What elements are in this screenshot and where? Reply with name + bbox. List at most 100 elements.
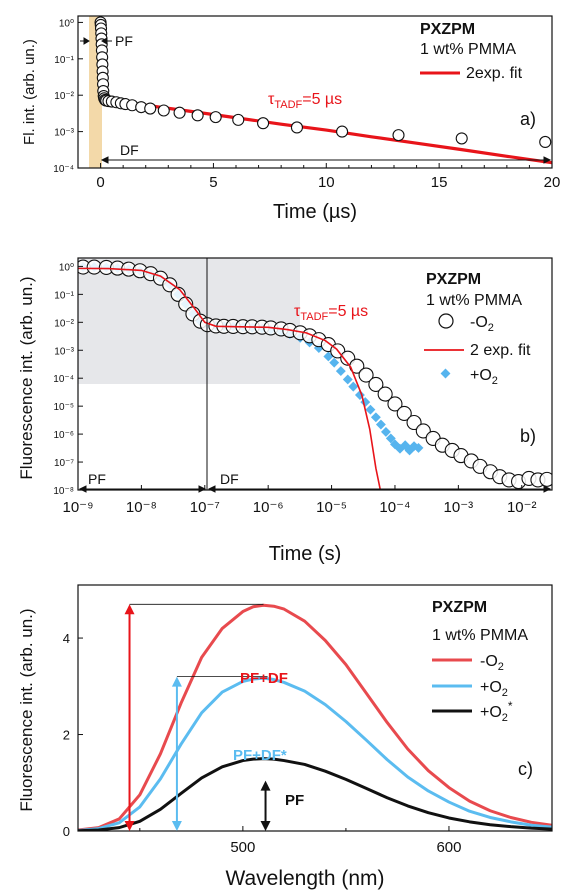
data-point-plus-o2: [335, 366, 346, 377]
data-point-minus-o2: [377, 386, 393, 402]
y-tick-label: 10⁻⁷: [54, 458, 74, 469]
x-tick-label: 10⁻⁴: [379, 499, 410, 516]
data-point-plus-o2: [348, 381, 359, 392]
arrow-pf-head-bottom: [260, 821, 271, 831]
x-axis-label: Wavelength (nm): [225, 867, 384, 890]
y-tick-label: 10⁻³: [54, 346, 74, 357]
y-tick-label: 10⁻¹: [54, 55, 74, 66]
x-axis-label: Time (s): [269, 543, 342, 565]
legend-subtitle: 1 wt% PMMA: [426, 292, 522, 309]
legend-marker-minus-o2: [438, 313, 454, 329]
panel-label: c): [518, 759, 533, 779]
data-point: [144, 102, 157, 115]
legend-minus-o2-label: -O2: [470, 314, 494, 334]
y-tick-label: 10⁻³: [54, 128, 74, 139]
y-tick-label: 10⁻⁴: [53, 164, 74, 175]
data-point: [173, 106, 186, 119]
plot-frame: [77, 15, 553, 169]
data-point-plus-o2: [329, 357, 340, 368]
x-tick-label: 10⁻⁸: [126, 499, 157, 516]
data-point-plus-o2: [365, 404, 376, 415]
legend-fit-label: 2exp. fit: [466, 65, 523, 82]
panel-label: a): [520, 109, 536, 129]
y-tick-label: 10⁻²: [54, 318, 74, 329]
data-point-minus-o2: [396, 405, 412, 421]
data-point: [290, 121, 303, 134]
panel-c: 500 600 0 2 4 PF+DF PF+DF* PF PXZPM 1 wt% PM…: [17, 584, 553, 890]
data-point-plus-o2: [375, 419, 386, 430]
x-tick-label: 10⁻²: [507, 499, 537, 516]
x-axis-label: Time (µs): [273, 201, 357, 223]
legend-fit-label: 2 exp. fit: [470, 342, 531, 359]
data-point-plus-o2: [360, 397, 371, 408]
data-point-minus-o2: [162, 277, 178, 293]
data-point: [455, 132, 468, 145]
arrow-pf-df-star-head-top: [171, 676, 182, 687]
y-tick-label: 10⁻⁶: [53, 430, 74, 441]
legend-title: PXZPM: [426, 271, 481, 288]
y-tick-label: 10⁻⁴: [53, 374, 74, 385]
data-point: [191, 109, 204, 122]
x-tick-label: 5: [209, 174, 217, 191]
x-tick-label: 10⁻⁵: [316, 499, 347, 516]
data-point: [209, 111, 222, 124]
data-point-plus-o2: [413, 442, 424, 453]
data-point-minus-o2: [387, 396, 403, 412]
spectrum-minus-o2: [78, 603, 552, 831]
df-label: DF: [120, 142, 139, 158]
legend-subtitle: 1 wt% PMMA: [432, 627, 528, 644]
plot-frame: [77, 584, 553, 832]
y-axis-label: Fluorescence int. (arb. un.): [17, 608, 36, 811]
df-arrow: [100, 156, 552, 164]
legend-title: PXZPM: [420, 21, 475, 38]
data-point-minus-o2: [406, 414, 422, 431]
legend-plus-o2-label: +O2: [470, 367, 498, 387]
data-point-minus-o2: [368, 376, 384, 392]
y-axis-label: Fluorescence int. (arb. un.): [17, 276, 36, 479]
data-point: [232, 113, 245, 126]
plot-frame: [77, 257, 553, 491]
data-point-plus-o2: [370, 412, 381, 423]
legend-plus-o2-star-label: +O2*: [480, 699, 513, 724]
arrow-pf-df-head-bottom: [124, 821, 135, 831]
legend-marker-plus-o2: [440, 368, 451, 379]
y-tick-label: 10⁻¹: [54, 290, 74, 301]
label-pf: PF: [285, 792, 304, 809]
data-point-plus-o2: [380, 426, 391, 437]
legend-plus-o2-label: +O2: [480, 679, 508, 699]
data-point-minus-o2: [358, 367, 374, 383]
x-tick-label: 500: [230, 839, 255, 856]
data-point: [257, 117, 270, 130]
x-tick-label: 10⁻³: [444, 499, 474, 516]
data-point: [539, 135, 552, 148]
y-tick-label: 10⁻⁸: [53, 486, 74, 497]
y-tick-label: 10⁰: [59, 18, 74, 29]
x-tick-label: 10⁻⁷: [190, 499, 220, 516]
arrow-pf-head-top: [260, 780, 271, 791]
y-tick-label: 10⁰: [59, 262, 74, 273]
pf-arrows: [80, 37, 112, 45]
data-point-minus-o2: [539, 471, 552, 487]
x-tick-label: 0: [96, 174, 104, 191]
x-tick-label: 10⁻⁹: [62, 499, 93, 516]
panel-a: 0 5 10 15 20 10⁻⁴ 10⁻³ 10⁻² 10⁻¹ 10⁰ PF DF τTADF=…: [21, 15, 561, 223]
spectrum-plus-o2: [78, 676, 552, 831]
arrow-pf-df-head-top: [124, 604, 135, 615]
data-point: [392, 129, 405, 142]
y-tick-label: 2: [63, 728, 70, 743]
panel-label: b): [520, 426, 536, 446]
y-tick-label: 10⁻²: [54, 91, 74, 102]
tau-label: τTADF=5 µs: [294, 303, 368, 323]
pf-label: PF: [115, 33, 133, 49]
data-point: [157, 104, 170, 117]
legend-minus-o2-label: -O2: [480, 653, 504, 673]
x-tick-label: 20: [544, 174, 561, 191]
x-tick-label: 10: [318, 174, 335, 191]
data-point-plus-o2: [342, 374, 353, 385]
y-axis-label: Fl. int. (arb. un.): [21, 39, 38, 145]
highlight-region: [78, 258, 300, 384]
x-tick-label: 15: [431, 174, 448, 191]
data-point: [336, 125, 349, 138]
label-pf-df: PF+DF: [240, 670, 288, 687]
